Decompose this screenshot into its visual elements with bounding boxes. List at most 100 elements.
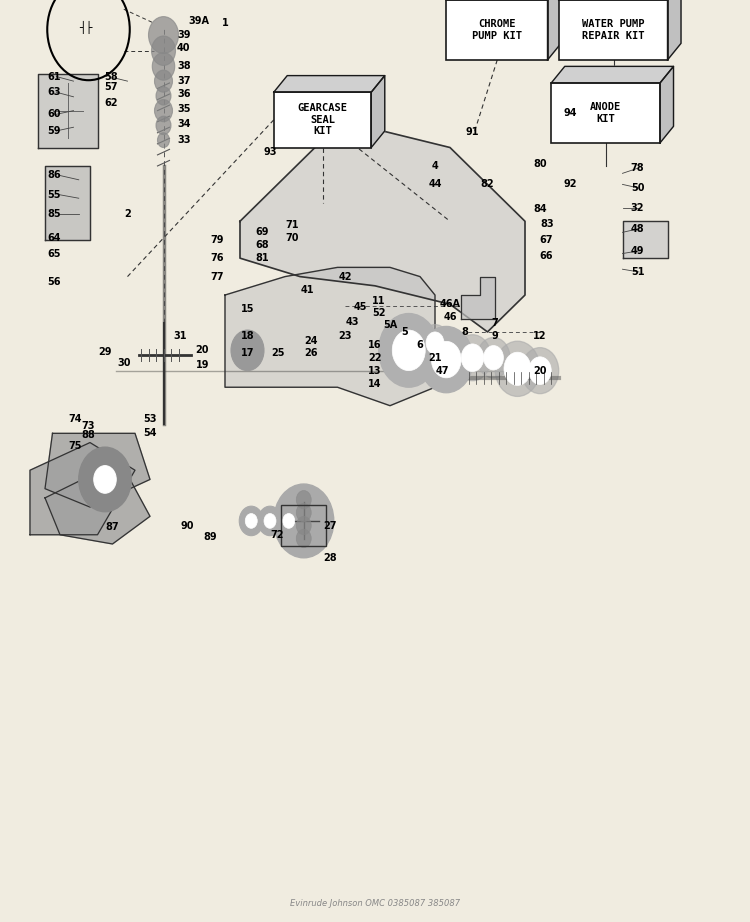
Text: 37: 37 <box>177 77 190 86</box>
Text: 72: 72 <box>271 530 284 539</box>
Polygon shape <box>461 277 495 319</box>
Polygon shape <box>274 76 385 92</box>
Circle shape <box>419 326 473 393</box>
Text: 81: 81 <box>256 254 269 263</box>
Text: 69: 69 <box>256 228 269 237</box>
Circle shape <box>296 529 311 548</box>
Circle shape <box>296 516 311 535</box>
Text: 20: 20 <box>196 346 209 355</box>
Text: 12: 12 <box>533 331 547 340</box>
Circle shape <box>392 330 425 371</box>
Polygon shape <box>548 0 561 60</box>
Bar <box>446 0 548 60</box>
Text: 14: 14 <box>368 379 382 388</box>
Text: 78: 78 <box>631 163 644 172</box>
Text: 47: 47 <box>436 366 449 375</box>
Polygon shape <box>371 76 385 148</box>
Text: 35: 35 <box>177 104 190 113</box>
Text: 94: 94 <box>563 109 577 118</box>
Text: 28: 28 <box>323 553 337 562</box>
Circle shape <box>258 506 282 536</box>
Text: 46: 46 <box>443 313 457 322</box>
Circle shape <box>477 337 510 378</box>
Circle shape <box>521 348 559 394</box>
Circle shape <box>156 87 171 105</box>
Text: 83: 83 <box>541 219 554 229</box>
Text: 6: 6 <box>417 340 423 349</box>
Text: 17: 17 <box>241 349 254 358</box>
Circle shape <box>94 466 116 493</box>
Text: 87: 87 <box>106 523 119 532</box>
Text: 39: 39 <box>177 30 190 40</box>
Circle shape <box>431 341 461 378</box>
Text: 34: 34 <box>177 119 190 128</box>
Text: 58: 58 <box>104 72 118 81</box>
Text: 88: 88 <box>82 431 95 440</box>
Text: 73: 73 <box>82 421 95 431</box>
Text: 57: 57 <box>104 82 118 91</box>
Polygon shape <box>45 461 150 544</box>
Circle shape <box>426 332 444 354</box>
Text: 43: 43 <box>346 317 359 326</box>
Text: ANODE
KIT: ANODE KIT <box>590 102 621 124</box>
Text: 74: 74 <box>68 414 82 423</box>
Text: 77: 77 <box>211 272 224 281</box>
Text: 56: 56 <box>47 278 61 287</box>
Text: 62: 62 <box>104 99 118 108</box>
Text: WATER PUMP
REPAIR KIT: WATER PUMP REPAIR KIT <box>582 19 644 41</box>
Text: 46A: 46A <box>440 300 460 309</box>
Circle shape <box>152 36 176 65</box>
Text: ┤├: ┤├ <box>80 21 93 34</box>
Text: 18: 18 <box>241 331 254 340</box>
Bar <box>274 92 371 148</box>
Polygon shape <box>38 74 98 148</box>
Circle shape <box>148 17 178 53</box>
Text: 33: 33 <box>177 136 190 145</box>
Text: 60: 60 <box>47 110 61 119</box>
Text: 49: 49 <box>631 246 644 255</box>
Text: 23: 23 <box>338 331 352 340</box>
Text: 61: 61 <box>47 72 61 81</box>
Text: 8: 8 <box>461 327 469 337</box>
Text: 30: 30 <box>117 359 130 368</box>
Text: 91: 91 <box>466 127 479 136</box>
Text: 52: 52 <box>372 309 386 318</box>
Text: 13: 13 <box>368 366 382 375</box>
Text: 66: 66 <box>539 252 553 261</box>
Circle shape <box>529 357 551 384</box>
Text: 45: 45 <box>353 302 367 312</box>
Polygon shape <box>45 433 150 507</box>
Text: 27: 27 <box>323 521 337 530</box>
Polygon shape <box>240 129 525 332</box>
Text: 40: 40 <box>177 43 190 53</box>
Polygon shape <box>551 66 674 83</box>
Circle shape <box>277 506 301 536</box>
Text: 5A: 5A <box>382 320 398 329</box>
Circle shape <box>495 341 540 396</box>
Polygon shape <box>660 66 674 143</box>
Text: 25: 25 <box>271 349 284 358</box>
Text: 75: 75 <box>68 442 82 451</box>
Text: 53: 53 <box>143 414 157 423</box>
Text: 82: 82 <box>481 180 494 189</box>
Circle shape <box>154 70 172 92</box>
Text: 59: 59 <box>47 126 61 136</box>
Text: Evinrude Johnson OMC 0385087 385087: Evinrude Johnson OMC 0385087 385087 <box>290 899 460 908</box>
Bar <box>281 505 326 546</box>
Text: 86: 86 <box>47 171 61 180</box>
Bar <box>551 83 660 143</box>
Text: 1: 1 <box>222 18 228 28</box>
Text: 51: 51 <box>631 267 644 277</box>
Bar <box>559 0 668 60</box>
Text: 32: 32 <box>631 204 644 213</box>
Circle shape <box>420 325 450 361</box>
Circle shape <box>296 491 311 509</box>
Text: 36: 36 <box>177 89 190 99</box>
Circle shape <box>264 514 276 528</box>
Text: 50: 50 <box>631 183 644 193</box>
Text: 65: 65 <box>47 250 61 259</box>
Text: 16: 16 <box>368 340 382 349</box>
Polygon shape <box>225 267 435 406</box>
Text: 20: 20 <box>533 366 547 375</box>
Text: 21: 21 <box>428 353 442 362</box>
